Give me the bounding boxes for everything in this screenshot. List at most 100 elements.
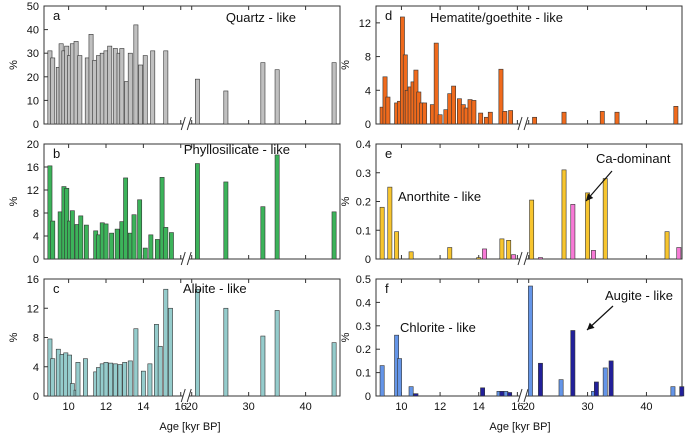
panel-title: Phyllosilicate - like [184, 142, 290, 157]
bar-f-1-6 [593, 381, 599, 397]
bar-a-0-16 [107, 45, 113, 125]
bar-d-0-16 [437, 114, 443, 125]
bar-d-0-28 [498, 68, 504, 125]
bar-d-0-35 [673, 106, 679, 125]
bar-f-0-10 [670, 386, 676, 397]
y-tick-label: 0.5 [356, 274, 371, 286]
bar-f-1-5 [570, 330, 576, 397]
bar-b-0-23 [154, 239, 160, 260]
bar-b-0-30 [274, 154, 280, 260]
x-tick-label: 10 [62, 401, 74, 413]
bar-f-1-0 [413, 393, 419, 397]
bar-e-0-9 [561, 169, 567, 260]
y-tick-label: 40 [27, 25, 39, 37]
y-tick-label: 8 [33, 208, 39, 220]
x-tick-label: 30 [243, 401, 255, 413]
y-tick-label: 0.4 [356, 297, 371, 309]
axis-break-mask [520, 117, 527, 131]
y-tick-label: 0 [33, 119, 39, 131]
bar-e-1-4 [591, 250, 596, 260]
panel-letter: c [53, 281, 60, 296]
axis-break-mark [186, 251, 192, 266]
bar-a-0-31 [331, 62, 337, 125]
bar-c-0-26 [194, 288, 200, 397]
panel-e: 0 0.1 0.2 0.3 0.4% e Anorthite - like Ca-domina… [340, 139, 683, 266]
axis-break-mark [517, 116, 523, 131]
panel-d: 0 4 8 12% d Hematite/goethite - like [340, 5, 683, 131]
bar-b-0-13 [103, 223, 109, 260]
y-axis-label: % [340, 60, 352, 70]
bar-f-1-3 [507, 392, 513, 397]
bar-e-1-3 [570, 204, 576, 260]
panel-letter: d [385, 8, 392, 23]
axis-break-mask [183, 117, 190, 131]
bar-a-0-22 [133, 24, 139, 125]
bar-c-0-23 [157, 345, 163, 397]
y-tick-label: 16 [27, 274, 39, 286]
x-tick-label: 40 [299, 401, 311, 413]
bar-e-0-7 [506, 240, 512, 260]
bar-c-0-19 [133, 328, 139, 397]
panel-frame [43, 278, 341, 397]
annotation-arrowhead [587, 322, 595, 330]
bar-a-0-25 [150, 50, 156, 125]
bar-e-1-5 [676, 247, 682, 260]
bar-c-0-25 [168, 307, 173, 397]
axis-break-mark [523, 116, 529, 131]
bar-f-1-7 [608, 360, 614, 397]
bar-d-0-34 [614, 111, 620, 125]
bar-c-0-1 [50, 358, 56, 397]
y-tick-label: 0 [365, 391, 371, 403]
bar-d-0-24 [471, 100, 477, 125]
bar-b-0-19 [131, 214, 137, 260]
axis-break-mark [517, 388, 523, 403]
panel-title: Anorthite - like [398, 189, 481, 204]
axis-break-mark [523, 251, 529, 266]
bar-d-0-31 [532, 116, 537, 125]
y-tick-label: 10 [27, 95, 39, 107]
panel-title: Hematite/goethite - like [430, 10, 563, 25]
y-tick-label: 4 [33, 362, 39, 374]
axis-break-mark [523, 388, 529, 403]
bar-f-1-1 [480, 387, 485, 397]
y-tick-label: 30 [27, 48, 39, 60]
bar-c-0-9 [83, 358, 88, 397]
panel-f: 0 0.1 0.2 0.3 0.4 0.5% 10 12 14 16 20 30 40 f Chlorite… [340, 274, 685, 413]
bar-e-0-3 [408, 251, 414, 260]
bar-d-0-29 [502, 111, 508, 125]
axis-break-mark [517, 251, 523, 266]
bar-e-0-4 [447, 247, 453, 260]
annotation-label: Ca-dominant [596, 151, 671, 166]
panel-letter: b [53, 146, 60, 161]
bar-b-0-6 [69, 210, 75, 260]
y-axis-label: % [340, 332, 352, 342]
bar-a-0-9 [77, 55, 83, 125]
bar-a-0-19 [119, 48, 125, 125]
bar-c-0-21 [147, 363, 153, 397]
bar-c-0-14 [108, 362, 114, 397]
bar-e-1-1 [511, 254, 516, 260]
bar-b-0-25 [163, 227, 169, 260]
y-tick-label: 0.4 [356, 139, 371, 151]
bar-e-0-0 [379, 206, 385, 260]
bar-f-0-3 [408, 386, 414, 397]
bar-c-0-20 [140, 370, 146, 397]
bar-b-0-22 [148, 234, 154, 260]
axis-break-mask [520, 389, 527, 403]
bar-c-0-28 [260, 335, 266, 397]
bar-a-0-1 [50, 57, 56, 125]
panel-b: 0 4 8 12 16 20% b Phyllosilicate - like [8, 139, 341, 266]
bar-a-0-29 [260, 62, 266, 125]
y-tick-label: 0.3 [356, 168, 371, 180]
y-axis-label: % [8, 196, 20, 206]
x-tick-label: 20 [523, 401, 535, 413]
bar-d-0-2 [385, 96, 391, 125]
bar-c-0-15 [112, 363, 118, 397]
bar-f-0-2 [397, 358, 402, 397]
y-tick-label: 4 [33, 231, 39, 243]
x-tick-label: 12 [434, 401, 446, 413]
y-tick-label: 8 [365, 52, 371, 64]
axis-break-mark [186, 116, 192, 131]
